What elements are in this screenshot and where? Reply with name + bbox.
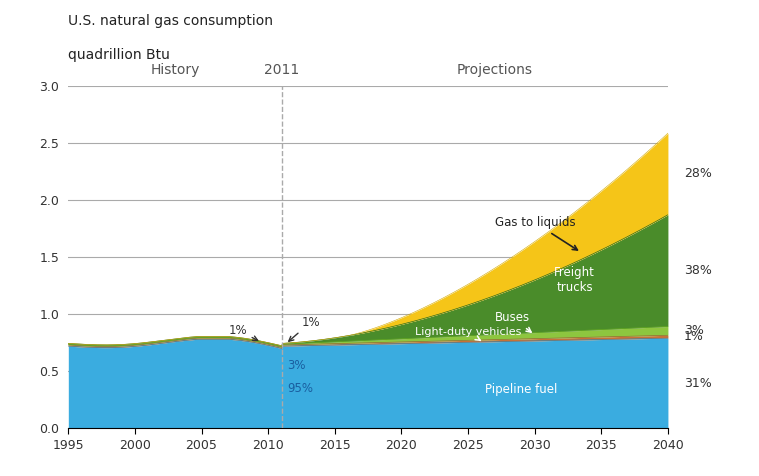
Text: 1%: 1% — [228, 324, 257, 340]
Text: 3%: 3% — [684, 325, 704, 337]
Text: 38%: 38% — [684, 264, 712, 277]
Text: Gas to liquids: Gas to liquids — [495, 216, 578, 250]
Text: Light-duty vehicles: Light-duty vehicles — [414, 327, 521, 340]
Text: 95%: 95% — [287, 382, 313, 395]
Text: Projections: Projections — [457, 62, 533, 77]
Text: quadrillion Btu: quadrillion Btu — [68, 48, 170, 61]
Text: 1%: 1% — [288, 316, 320, 341]
Text: U.S. natural gas consumption: U.S. natural gas consumption — [68, 14, 273, 28]
Text: Buses: Buses — [495, 311, 531, 332]
Text: 1%: 1% — [684, 330, 704, 343]
Text: History: History — [150, 62, 200, 77]
Text: Freight
trucks: Freight trucks — [554, 266, 595, 294]
Text: 28%: 28% — [684, 168, 712, 180]
Text: 2011: 2011 — [264, 62, 299, 77]
Text: 3%: 3% — [287, 359, 305, 372]
Text: Pipeline fuel: Pipeline fuel — [485, 383, 558, 396]
Text: 31%: 31% — [684, 377, 712, 390]
